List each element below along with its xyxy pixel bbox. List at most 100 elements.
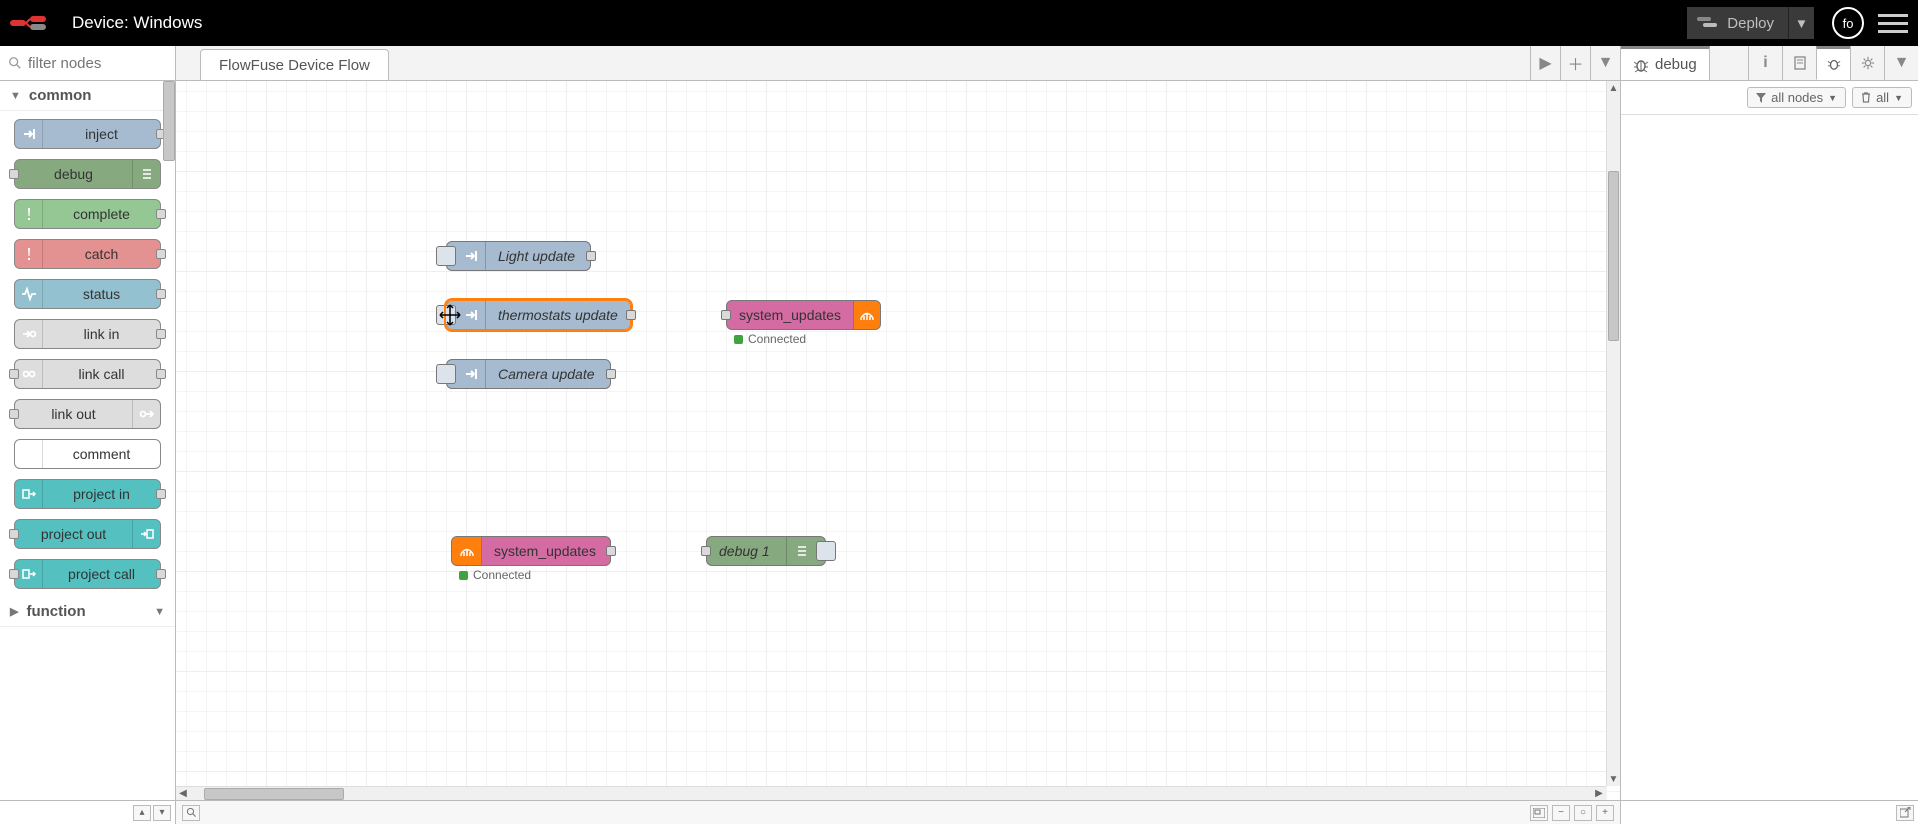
input-port[interactable] <box>9 409 19 419</box>
node-label: debug 1 <box>707 543 782 559</box>
flow-node-n3[interactable]: Camera update <box>446 359 611 389</box>
output-port[interactable] <box>156 289 166 299</box>
bang-icon <box>15 240 43 268</box>
palette-node-link-call[interactable]: link call <box>14 359 161 389</box>
input-port[interactable] <box>9 169 19 179</box>
sidebar-tab-help[interactable] <box>1782 46 1816 80</box>
canvas-grid <box>176 81 1620 800</box>
tab-run-button[interactable]: ▶ <box>1530 46 1560 80</box>
inject-button[interactable] <box>436 364 456 384</box>
category-common[interactable]: ▼common <box>0 81 175 111</box>
palette: ▼common inject debug complete catch status lin… <box>0 46 176 824</box>
canvas-vscroll[interactable]: ▲ ▼ <box>1606 81 1620 786</box>
canvas-hscroll[interactable]: ◀ ▶ <box>176 786 1606 800</box>
expand-all-button[interactable]: ▾ <box>153 805 171 821</box>
palette-node-status[interactable]: status <box>14 279 161 309</box>
palette-node-complete[interactable]: complete <box>14 199 161 229</box>
workspace-tabs: FlowFuse Device Flow ▶ ＋ ▼ <box>176 46 1620 81</box>
output-port[interactable] <box>606 546 616 556</box>
input-port[interactable] <box>9 529 19 539</box>
sidebar-tab-info[interactable]: i <box>1748 46 1782 80</box>
output-port[interactable] <box>606 369 616 379</box>
tab-menu-button[interactable]: ▼ <box>1590 46 1620 80</box>
sidebar-popout-button[interactable] <box>1896 805 1914 821</box>
vscroll-thumb[interactable] <box>1608 171 1619 341</box>
input-port[interactable] <box>9 369 19 379</box>
vscroll-down[interactable]: ▼ <box>1607 772 1620 786</box>
palette-node-catch[interactable]: catch <box>14 239 161 269</box>
flow-node-n4[interactable]: system_updates <box>726 300 881 330</box>
hscroll-left[interactable]: ◀ <box>176 787 190 801</box>
output-port[interactable] <box>156 369 166 379</box>
menu-button[interactable] <box>1878 8 1908 38</box>
filter-input[interactable] <box>28 55 167 72</box>
sidebar-footer <box>1621 800 1918 824</box>
user-avatar[interactable]: fo <box>1832 7 1864 39</box>
flow-tab[interactable]: FlowFuse Device Flow <box>200 49 389 80</box>
canvas[interactable]: Light update thermostats update Camera upd… <box>176 81 1620 800</box>
debug-toggle-button[interactable] <box>816 541 836 561</box>
comment-icon <box>15 440 43 468</box>
sidebar-tab-dropdown[interactable]: ▼ <box>1884 46 1918 80</box>
node-label: system_updates <box>727 307 853 323</box>
debug-filter-nodes[interactable]: all nodes ▼ <box>1747 87 1846 108</box>
palette-node-project-in[interactable]: project in <box>14 479 161 509</box>
category-function[interactable]: ▶function▼ <box>0 597 175 627</box>
sidebar-tab-debug-icon[interactable] <box>1816 46 1850 80</box>
output-port[interactable] <box>156 569 166 579</box>
workspace: FlowFuse Device Flow ▶ ＋ ▼ Light update t… <box>176 46 1621 824</box>
link-call-icon <box>15 360 43 388</box>
palette-node-inject[interactable]: inject <box>14 119 161 149</box>
node-label: system_updates <box>482 543 608 559</box>
input-port[interactable] <box>9 569 19 579</box>
trash-icon <box>1861 92 1871 103</box>
zoom-reset-button[interactable]: ○ <box>1574 805 1592 821</box>
output-port[interactable] <box>156 489 166 499</box>
inject-button[interactable] <box>436 246 456 266</box>
footer-search-button[interactable] <box>182 805 200 821</box>
flow-node-n1[interactable]: Light update <box>446 241 591 271</box>
hscroll-right[interactable]: ▶ <box>1592 787 1606 801</box>
sidebar-toolbar: all nodes ▼ all ▼ <box>1621 81 1918 115</box>
palette-filter <box>0 46 175 81</box>
flow-node-n6[interactable]: debug 1 <box>706 536 826 566</box>
arrow-in-icon <box>456 242 486 270</box>
arrow-in-icon <box>456 301 486 329</box>
sidebar-tab-config[interactable] <box>1850 46 1884 80</box>
debug-clear-button[interactable]: all ▼ <box>1852 87 1912 108</box>
inject-button[interactable] <box>436 305 456 325</box>
palette-scroll[interactable]: ▼common inject debug complete catch status lin… <box>0 81 175 800</box>
palette-scrollbar[interactable] <box>163 81 175 161</box>
flow-node-n5[interactable]: system_updates <box>451 536 611 566</box>
output-port[interactable] <box>156 329 166 339</box>
workspace-footer: − ○ + <box>176 800 1620 824</box>
output-port[interactable] <box>586 251 596 261</box>
node-status: Connected <box>734 332 806 346</box>
output-port[interactable] <box>626 310 636 320</box>
palette-node-link-in[interactable]: link in <box>14 319 161 349</box>
input-port[interactable] <box>721 310 731 320</box>
deploy-dropdown[interactable]: ▼ <box>1788 7 1814 39</box>
palette-node-link-out[interactable]: link out <box>14 399 161 429</box>
output-port[interactable] <box>156 249 166 259</box>
zoom-out-button[interactable]: − <box>1552 805 1570 821</box>
palette-node-comment[interactable]: comment <box>14 439 161 469</box>
status-dot <box>459 571 468 580</box>
navigator-button[interactable] <box>1530 805 1548 821</box>
tab-add-button[interactable]: ＋ <box>1560 46 1590 80</box>
output-port[interactable] <box>156 209 166 219</box>
vscroll-up[interactable]: ▲ <box>1607 81 1620 95</box>
zoom-in-button[interactable]: + <box>1596 805 1614 821</box>
hscroll-thumb[interactable] <box>204 788 344 800</box>
palette-node-project-out[interactable]: project out <box>14 519 161 549</box>
deploy-button[interactable]: Deploy <box>1687 7 1788 39</box>
list-icon <box>786 537 816 565</box>
sidebar-tab-debug[interactable]: debug <box>1621 46 1710 80</box>
link-in-icon <box>15 320 43 348</box>
palette-node-debug[interactable]: debug <box>14 159 161 189</box>
palette-node-project-call[interactable]: project call <box>14 559 161 589</box>
input-port[interactable] <box>701 546 711 556</box>
collapse-all-button[interactable]: ▴ <box>133 805 151 821</box>
funnel-icon <box>1756 93 1766 103</box>
flow-node-n2[interactable]: thermostats update <box>446 300 631 330</box>
